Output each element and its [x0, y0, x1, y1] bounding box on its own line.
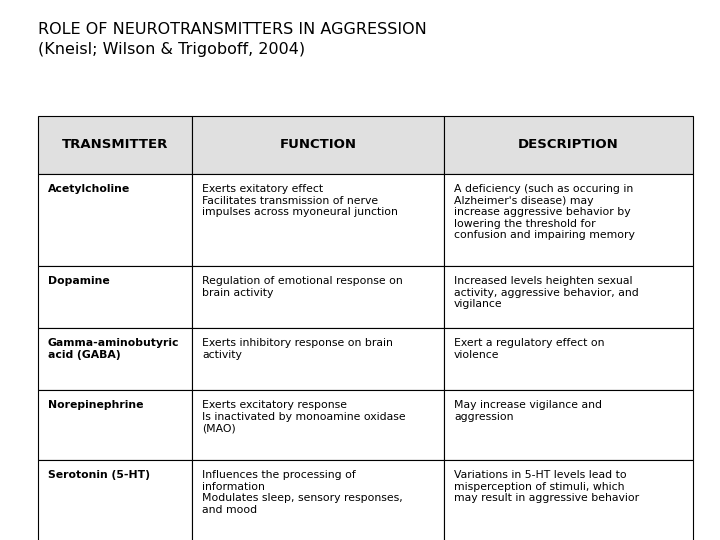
Text: Dopamine: Dopamine — [48, 276, 109, 286]
Bar — [192, 116, 444, 174]
Bar — [444, 116, 693, 174]
Bar — [38, 460, 192, 540]
Text: Variations in 5-HT levels lead to
misperception of stimuli, which
may result in : Variations in 5-HT levels lead to misper… — [454, 470, 639, 503]
Text: Influences the processing of
information
Modulates sleep, sensory responses,
and: Influences the processing of information… — [202, 470, 402, 515]
Bar — [38, 328, 192, 390]
Text: Exert a regulatory effect on
violence: Exert a regulatory effect on violence — [454, 338, 605, 360]
Text: Serotonin (5-HT): Serotonin (5-HT) — [48, 470, 150, 480]
Text: TRANSMITTER: TRANSMITTER — [62, 138, 168, 152]
Text: Exerts exitatory effect
Facilitates transmission of nerve
impulses across myoneu: Exerts exitatory effect Facilitates tran… — [202, 184, 397, 217]
Bar — [444, 174, 693, 266]
Text: (Kneisl; Wilson & Trigoboff, 2004): (Kneisl; Wilson & Trigoboff, 2004) — [38, 42, 305, 57]
Text: Exerts inhibitory response on brain
activity: Exerts inhibitory response on brain acti… — [202, 338, 393, 360]
Text: Increased levels heighten sexual
activity, aggressive behavior, and
vigilance: Increased levels heighten sexual activit… — [454, 276, 639, 309]
Text: DESCRIPTION: DESCRIPTION — [518, 138, 619, 152]
Bar — [444, 328, 693, 390]
Bar — [192, 174, 444, 266]
Bar — [38, 174, 192, 266]
Text: Gamma-aminobutyric
acid (GABA): Gamma-aminobutyric acid (GABA) — [48, 338, 179, 360]
Bar — [444, 460, 693, 540]
Text: FUNCTION: FUNCTION — [279, 138, 356, 152]
Bar — [38, 266, 192, 328]
Text: Regulation of emotional response on
brain activity: Regulation of emotional response on brai… — [202, 276, 402, 298]
Bar — [192, 390, 444, 460]
Bar — [192, 460, 444, 540]
Text: A deficiency (such as occuring in
Alzheimer's disease) may
increase aggressive b: A deficiency (such as occuring in Alzhei… — [454, 184, 635, 240]
Bar — [192, 328, 444, 390]
Bar — [38, 116, 192, 174]
Text: May increase vigilance and
aggression: May increase vigilance and aggression — [454, 400, 602, 422]
Bar — [444, 266, 693, 328]
Bar — [192, 266, 444, 328]
Text: Acetylcholine: Acetylcholine — [48, 184, 130, 194]
Text: ROLE OF NEUROTRANSMITTERS IN AGGRESSION: ROLE OF NEUROTRANSMITTERS IN AGGRESSION — [38, 22, 427, 37]
Text: Norepinephrine: Norepinephrine — [48, 400, 143, 410]
Text: Exerts excitatory response
Is inactivated by monoamine oxidase
(MAO): Exerts excitatory response Is inactivate… — [202, 400, 405, 433]
Bar — [444, 390, 693, 460]
Bar — [38, 390, 192, 460]
